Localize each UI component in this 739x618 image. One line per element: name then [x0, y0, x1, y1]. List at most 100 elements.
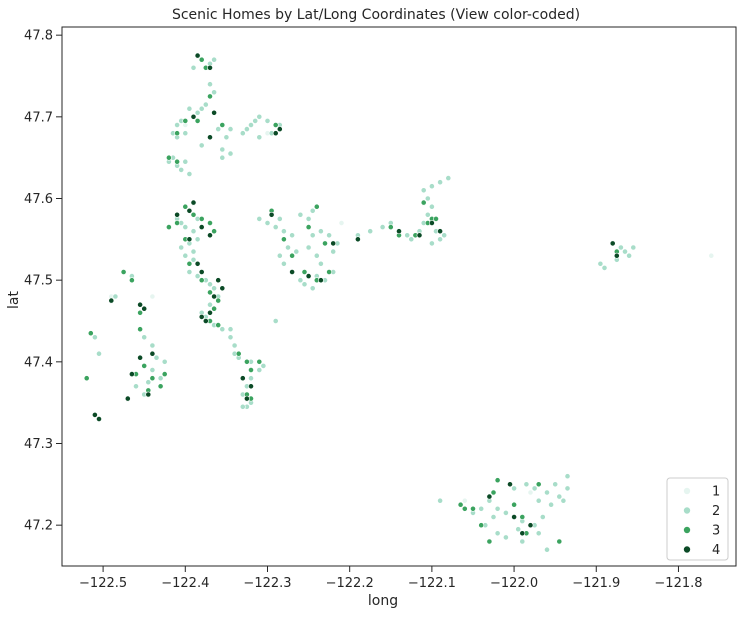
- point-view-3: [137, 309, 143, 316]
- point-view-2: [178, 244, 185, 251]
- point-view-4: [428, 220, 435, 226]
- point-view-4: [305, 273, 312, 279]
- y-tick-label: 47.6: [24, 192, 53, 207]
- point-view-2: [96, 350, 102, 357]
- point-view-4: [145, 391, 152, 398]
- point-view-2: [182, 158, 189, 165]
- chart-title: Scenic Homes by Lat/Long Coordinates (Vi…: [172, 7, 580, 23]
- legend-box: [666, 477, 729, 561]
- point-view-4: [527, 522, 534, 529]
- point-view-2: [248, 122, 254, 128]
- y-tick-label: 47.2: [24, 519, 53, 534]
- point-view-4: [613, 252, 620, 259]
- x-tick-label: −121.9: [572, 576, 620, 591]
- point-view-2: [178, 166, 185, 173]
- point-view-2: [211, 89, 217, 96]
- point-view-2: [490, 514, 497, 520]
- point-view-2: [404, 232, 411, 239]
- point-view-4: [239, 375, 246, 382]
- point-view-1: [149, 293, 156, 300]
- point-view-3: [190, 211, 197, 218]
- legend-label-3: 3: [712, 524, 720, 539]
- point-view-2: [428, 240, 435, 247]
- plot-frame: [61, 26, 737, 567]
- point-view-2: [153, 354, 160, 361]
- point-view-3: [470, 505, 476, 512]
- point-view-2: [243, 126, 250, 133]
- point-view-4: [416, 232, 423, 239]
- point-view-2: [626, 252, 632, 259]
- point-view-2: [564, 485, 571, 492]
- point-view-2: [548, 501, 554, 508]
- x-tick-label: −122.1: [408, 576, 456, 591]
- point-view-2: [502, 510, 509, 516]
- point-view-3: [457, 501, 464, 508]
- point-view-3: [243, 358, 250, 365]
- x-axis-ticks: −122.5 −122.4 −122.3 −122.2 −122.1 −122.0 −121…: [79, 566, 703, 591]
- point-view-2: [437, 497, 443, 504]
- point-view-4: [219, 285, 226, 292]
- legend-label-1: 1: [712, 485, 720, 500]
- point-view-4: [511, 514, 517, 520]
- point-view-2: [367, 228, 374, 235]
- y-tick-label: 47.8: [24, 29, 53, 44]
- point-view-2: [531, 485, 538, 492]
- point-view-4: [486, 493, 493, 500]
- point-view-2: [556, 493, 563, 500]
- point-view-3: [174, 130, 180, 137]
- point-view-4: [207, 309, 213, 316]
- point-view-3: [535, 481, 542, 488]
- point-view-3: [165, 154, 172, 161]
- point-view-2: [280, 260, 287, 267]
- point-view-2: [305, 215, 312, 222]
- point-view-3: [490, 489, 497, 496]
- point-view-2: [428, 183, 435, 190]
- y-tick-label: 47.5: [24, 274, 53, 289]
- legend-marker-1: [683, 487, 691, 495]
- point-view-2: [112, 293, 119, 300]
- point-view-2: [219, 146, 226, 153]
- point-view-4: [128, 371, 135, 377]
- point-view-3: [182, 118, 189, 124]
- point-view-2: [211, 285, 217, 292]
- point-view-4: [215, 277, 222, 284]
- point-view-4: [211, 293, 217, 300]
- point-view-2: [441, 232, 448, 239]
- point-view-2: [256, 134, 263, 141]
- point-view-3: [556, 538, 563, 545]
- point-view-3: [141, 362, 148, 369]
- point-view-3: [248, 367, 254, 373]
- point-view-4: [207, 64, 213, 71]
- point-view-2: [92, 334, 98, 341]
- point-view-2: [523, 481, 530, 488]
- point-view-2: [252, 118, 259, 124]
- point-view-4: [207, 134, 213, 141]
- point-view-3: [235, 350, 242, 357]
- point-view-2: [428, 203, 435, 210]
- point-view-2: [227, 150, 234, 157]
- point-view-3: [207, 93, 213, 100]
- point-view-4: [330, 240, 337, 247]
- point-view-3: [87, 330, 94, 337]
- point-view-2: [618, 244, 624, 251]
- point-view-4: [268, 211, 275, 218]
- point-view-2: [198, 105, 205, 112]
- x-tick-label: −122.2: [326, 576, 374, 591]
- point-view-4: [194, 52, 201, 59]
- point-view-2: [511, 485, 517, 492]
- point-view-4: [190, 199, 197, 206]
- point-view-4: [137, 354, 143, 361]
- point-view-2: [194, 109, 201, 116]
- x-tick-label: −122.0: [490, 576, 538, 591]
- point-view-4: [519, 530, 526, 537]
- y-axis-label: lat: [6, 291, 22, 309]
- point-view-3: [120, 269, 127, 275]
- point-view-3: [157, 383, 164, 390]
- point-view-2: [301, 281, 308, 288]
- point-view-3: [137, 326, 143, 333]
- point-view-3: [289, 252, 295, 259]
- point-view-3: [272, 122, 279, 128]
- point-view-3: [494, 477, 501, 484]
- point-view-4: [207, 232, 213, 239]
- point-view-2: [317, 260, 324, 267]
